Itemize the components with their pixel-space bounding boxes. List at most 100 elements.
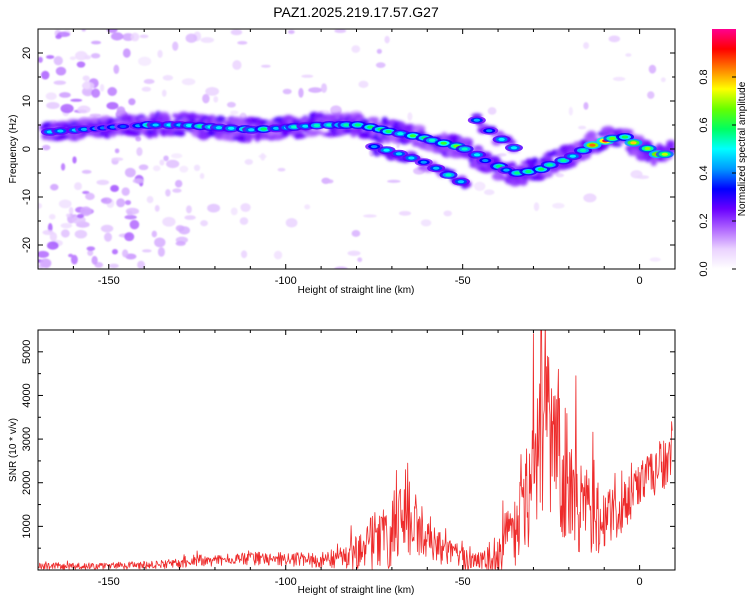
spectrogram-noise-blob — [239, 217, 249, 225]
spectrogram-noise-blob — [91, 255, 98, 265]
spectrogram-noise-blob — [583, 42, 590, 50]
spectrogram-y-tick-label: 20 — [21, 47, 33, 59]
spectrogram-ridge-blob — [383, 137, 392, 144]
spectrogram-noise-blob — [75, 50, 88, 61]
spectrogram-noise-blob — [660, 77, 666, 83]
spectrogram-noise-blob — [91, 88, 101, 98]
spectrogram-ridge-blob — [367, 116, 380, 123]
spectrogram-noise-blob — [358, 80, 369, 88]
colorbar: 0.0 0.2 0.4 0.6 0.8 Normalized spectral ampl… — [698, 29, 748, 277]
colorbar-gradient — [712, 29, 736, 269]
spectrogram-core-peak — [152, 123, 159, 127]
spectrogram-noise-blob — [49, 232, 57, 242]
spectrogram-core-peak — [473, 153, 481, 157]
spectrogram-noise-blob — [146, 195, 154, 204]
spectrogram-noise-blob — [81, 169, 92, 174]
spectrogram-core-peak — [546, 163, 553, 167]
colorbar-tick-label: 0.2 — [698, 213, 710, 228]
spectrogram-noise-blob — [122, 249, 129, 258]
spectrogram-noise-blob — [141, 86, 152, 92]
spectrogram-noise-blob — [72, 156, 77, 164]
spectrogram-noise-blob — [647, 91, 655, 99]
spectrogram-noise-blob — [240, 203, 251, 212]
spectrogram-noise-blob — [137, 260, 145, 269]
spectrogram-noise-blob — [162, 216, 176, 227]
spectrogram-noise-blob — [107, 87, 117, 96]
spectrogram-noise-blob — [104, 232, 112, 242]
spectrogram-noise-blob — [116, 198, 126, 208]
spectrogram-core-peak — [525, 170, 532, 174]
spectrogram-noise-blob — [126, 210, 133, 216]
spectrogram-noise-blob — [143, 78, 155, 85]
spectrogram-noise-blob — [68, 253, 74, 258]
spectrogram-core-peak — [457, 180, 465, 184]
spectrogram-core-peak — [215, 126, 223, 130]
spectrogram-noise-blob — [86, 246, 96, 251]
snr-series-line — [38, 330, 673, 570]
spectrogram-noise-blob — [66, 213, 71, 218]
spectrogram-noise-blob — [99, 84, 105, 92]
spectrogram-noise-blob — [46, 101, 60, 109]
spectrogram-noise-blob — [45, 92, 57, 101]
spectrogram-ridge-blob — [508, 161, 517, 168]
spectrogram-core-peak — [510, 146, 518, 150]
spectrogram-noise-blob — [45, 55, 55, 59]
spectrogram-core-layer — [40, 116, 674, 186]
spectrogram-y-tick-label: 0 — [21, 146, 33, 152]
spectrogram-ridge-blob — [531, 159, 539, 165]
spectrogram-noise-blob — [347, 250, 361, 256]
spectrogram-core-peak — [248, 128, 255, 132]
spectrogram-noise-blob — [407, 112, 413, 121]
spectrogram-noise-blob — [288, 30, 295, 35]
spectrogram-noise-blob — [555, 173, 565, 178]
spectrogram-ridge-blob — [310, 130, 324, 135]
spectrogram-noise-blob — [76, 61, 86, 68]
spectrogram-noise-blob — [351, 45, 361, 53]
spectrogram-core-peak — [57, 129, 64, 133]
spectrogram-core-peak — [367, 125, 374, 129]
spectrogram-core-peak — [428, 138, 436, 142]
spectrogram-noise-blob — [55, 34, 62, 40]
spectrogram-noise-blob — [152, 165, 161, 172]
spectrogram-noise-blob — [124, 232, 135, 242]
spectrogram-noise-blob — [483, 189, 495, 196]
snr-y-tick-label: 2000 — [21, 470, 33, 494]
spectrogram-noise-blob — [273, 250, 283, 260]
spectrogram-noise-blob — [398, 210, 412, 216]
spectrogram-core-peak — [503, 168, 510, 172]
snr-y-ticks: 1000 2000 3000 4000 5000 — [21, 329, 675, 571]
spectrogram-core-peak — [290, 125, 298, 129]
spectrogram-noise-blob — [49, 213, 56, 220]
spectrogram-noise-blob — [60, 223, 73, 229]
colorbar-tick-label: 0.8 — [698, 69, 710, 84]
spectrogram-noise-blob — [161, 89, 167, 97]
spectrogram-noise-blob — [178, 226, 191, 235]
spectrogram-noise-blob — [648, 64, 657, 74]
spectrogram-noise-blob — [125, 200, 132, 206]
spectrogram-core-peak — [119, 124, 127, 128]
spectrogram-noise-blob — [159, 159, 165, 166]
spectrogram-noise-blob — [74, 182, 82, 191]
spectrogram-noise-blob — [81, 29, 86, 32]
spectrogram-noise-blob — [261, 64, 271, 68]
spectrogram-core-peak — [661, 152, 668, 156]
spectrogram-core-peak — [569, 154, 577, 158]
snr-x-tick-label: -150 — [98, 576, 120, 588]
spectrogram-y-tick-label: -20 — [21, 237, 33, 253]
spectrogram-noise-blob — [139, 34, 149, 39]
spectrogram-noise-blob — [334, 266, 348, 269]
spectrogram-noise-blob — [304, 204, 311, 210]
spectrogram-noise-blob — [384, 35, 390, 44]
snr-x-axis-label: Height of straight line (km) — [298, 585, 415, 596]
spectrogram-core-peak — [514, 171, 521, 175]
colorbar-tick-label: 0.4 — [698, 165, 710, 180]
spectrogram-noise-blob — [111, 248, 118, 255]
spectrogram-noise-blob — [487, 107, 497, 115]
spectrogram-core-peak — [482, 159, 489, 163]
spectrogram-noise-blob — [74, 229, 88, 239]
spectrogram-noise-blob — [121, 187, 130, 196]
spectrogram-noise-blob — [106, 29, 118, 33]
spectrogram-noise-blob — [87, 249, 94, 257]
spectrogram-y-ticks: -20 -10 0 10 20 — [21, 28, 675, 270]
